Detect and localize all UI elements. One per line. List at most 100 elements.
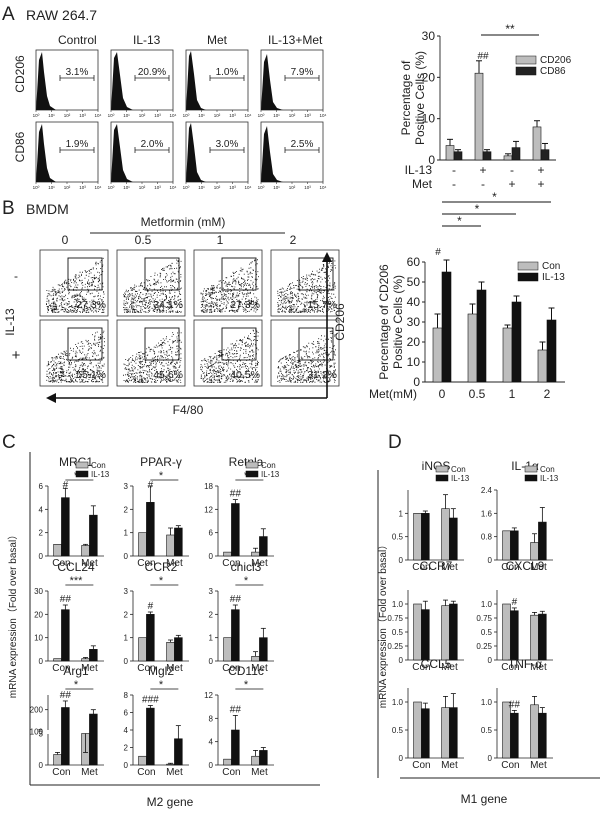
histogram-trace	[261, 126, 283, 182]
bar-con-met	[441, 605, 450, 661]
x-tick-label: Con	[222, 663, 240, 674]
y-tick-label: 10	[422, 112, 436, 126]
chart-title: CD11c	[228, 664, 264, 678]
legend-label: Con	[451, 465, 466, 474]
y-tick-label: 0.25	[476, 642, 492, 651]
bar-con-con	[53, 754, 62, 766]
significance-star: *	[492, 190, 497, 204]
bar-con-met	[530, 614, 539, 661]
il13-sign: +	[537, 163, 544, 177]
f480-arrow-head	[46, 393, 56, 403]
legend-swatch	[517, 261, 539, 271]
chart-ccl5: CCL5 0 0.5 1.0 Con Met	[392, 657, 464, 771]
il13-row-label: IL-13	[3, 308, 17, 336]
bar-con-met	[530, 542, 539, 561]
histogram-trace	[111, 52, 133, 110]
scatter-points	[123, 330, 182, 383]
panel-letter-b: B	[2, 198, 15, 219]
histogram-tick-label: 10¹	[123, 185, 130, 190]
legend-label: IL-13	[540, 474, 559, 483]
bar-il-13	[476, 289, 487, 383]
panel-letter-a: A	[2, 4, 15, 25]
bar-con-met	[81, 545, 90, 557]
met-sign: -	[452, 177, 456, 191]
x-tick-label: Con	[501, 662, 519, 673]
scatter-points	[46, 330, 105, 383]
scatter-gate	[221, 257, 257, 291]
y-tick-label: 0	[488, 556, 493, 565]
bar-con-con	[53, 544, 62, 557]
y-tick-label: 4	[39, 505, 44, 514]
x-tick-label: Met	[251, 558, 268, 569]
chart-ccl24: CCL24 0 10 20 30 Con Met ## ***	[34, 560, 104, 674]
bar-cd206	[503, 155, 513, 161]
x-tick-label: Met	[251, 767, 268, 778]
y-tick-label: 0	[209, 552, 214, 561]
histogram-percent: 1.9%	[66, 139, 89, 150]
significance-hash: ##	[60, 690, 72, 701]
histogram-tick-label: 10³	[79, 185, 86, 190]
bar-con-met	[441, 508, 450, 561]
x-tick-label: 0.5	[469, 387, 486, 401]
legend-label: Con	[91, 461, 106, 470]
x-tick-label: Met	[81, 558, 98, 569]
bar-con-met	[251, 755, 260, 766]
dose-label-1: 0.5	[135, 233, 152, 247]
y-tick-label: 3	[124, 482, 129, 491]
x-tick-label: 2	[544, 387, 551, 401]
y-tick-label: 200	[30, 706, 44, 715]
cond-label-il13met: IL-13+Met	[268, 33, 323, 47]
histogram-tick-label: 10⁰	[108, 113, 115, 118]
histogram-trace	[111, 124, 133, 182]
legend-swatch	[75, 470, 89, 478]
axis-break-gap	[44, 730, 104, 734]
legend-swatch	[524, 474, 538, 482]
y-tick-label: 4	[124, 726, 129, 735]
bar-con-con	[413, 513, 422, 561]
histogram-tick-label: 10¹	[48, 113, 55, 118]
significance-star: *	[244, 575, 249, 587]
y-tick-label: 0	[39, 761, 44, 770]
bar-con	[432, 327, 443, 383]
y-tick-label: 0.5	[392, 726, 404, 735]
il13-sign: +	[479, 163, 486, 177]
scatter-points	[277, 260, 336, 313]
panel-c-footer: M2 gene	[147, 795, 194, 809]
legend-swatch	[435, 474, 449, 482]
dose-label-2: 1	[217, 233, 224, 247]
significance-star: *	[74, 679, 79, 691]
bar-il-13-met	[174, 527, 183, 557]
y-tick-label: 0	[488, 754, 493, 763]
histogram-trace	[261, 54, 283, 110]
bar-il-13-con	[61, 497, 70, 557]
chart-pparg: PPAR-γ 0 1 2 3 Con Met # *	[124, 455, 189, 569]
y-tick-label: 0	[124, 552, 129, 561]
x-tick-label: Con	[412, 562, 430, 573]
scatter-points	[123, 259, 182, 313]
bar-cd206	[445, 145, 455, 161]
histogram-tick-label: 10²	[64, 113, 71, 118]
bar-con-con	[53, 658, 62, 662]
x-tick-label: 0	[439, 387, 446, 401]
il13-sign: -	[452, 163, 456, 177]
histogram-tick-label: 10⁴	[170, 185, 177, 190]
legend-swatch	[515, 55, 537, 65]
histogram-trace	[186, 123, 206, 182]
histogram-tick-label: 10³	[154, 113, 161, 118]
histogram-tick-label: 10²	[214, 185, 221, 190]
x-tick-label: Con	[222, 558, 240, 569]
bar-il-13-con	[231, 729, 240, 766]
chart-mgl2: Mgl2 0 2 4 6 8 Con Met ###*	[124, 664, 189, 778]
bar-con-con	[138, 637, 147, 662]
significance-hash: ##	[230, 704, 242, 715]
bar-il-13	[546, 319, 557, 383]
y-tick-label: 40	[407, 295, 421, 309]
bar-cd206	[474, 72, 484, 161]
histogram-tick-label: 10¹	[273, 113, 280, 118]
legend-swatch	[515, 66, 537, 76]
bar-il-13-con	[421, 609, 430, 661]
y-tick-label: 0.5	[481, 628, 493, 637]
histogram-tick-label: 10⁴	[320, 113, 327, 118]
